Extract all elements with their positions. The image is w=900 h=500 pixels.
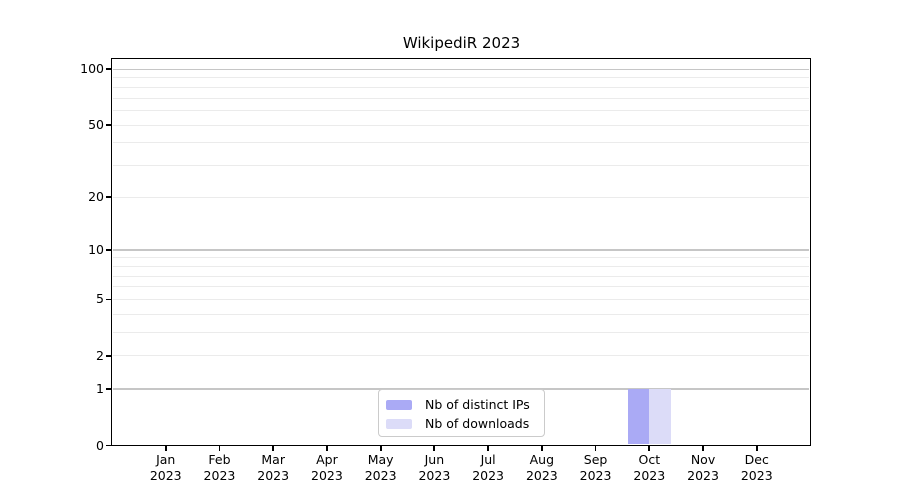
x-tick-label: Jun 2023 <box>404 452 464 483</box>
x-tick-year: 2023 <box>203 467 236 483</box>
x-tick-month: Feb <box>208 452 231 467</box>
minor-gridline <box>113 355 809 357</box>
x-tick-month: Oct <box>638 452 661 467</box>
minor-gridline <box>113 286 809 288</box>
x-tick-label: Aug 2023 <box>512 452 572 483</box>
x-tick-year: 2023 <box>311 467 343 483</box>
x-tick-month: May <box>367 452 394 467</box>
x-tick-mark <box>218 446 221 451</box>
y-tick-mark <box>106 298 111 301</box>
minor-gridline <box>113 124 809 126</box>
x-tick-label: Dec 2023 <box>727 452 787 483</box>
chart-title: WikipediR 2023 <box>402 34 521 52</box>
x-tick-month: Jul <box>480 452 496 467</box>
minor-gridline <box>113 332 809 334</box>
x-tick-label: May 2023 <box>351 452 411 483</box>
y-tick-label: 50 <box>88 117 104 133</box>
x-tick-year: 2023 <box>633 467 666 483</box>
x-tick-label: Nov 2023 <box>673 452 733 483</box>
minor-gridline <box>113 257 809 259</box>
x-tick-month: Sep <box>583 452 608 467</box>
x-tick-label: Jul 2023 <box>458 452 518 483</box>
y-tick-mark <box>106 68 111 71</box>
plot-area-border <box>111 58 811 446</box>
x-tick-mark <box>755 446 758 451</box>
x-tick-month: Dec <box>744 452 769 467</box>
bar-distinct-ips <box>627 389 650 445</box>
y-tick-mark <box>106 444 111 447</box>
x-tick-label: Mar 2023 <box>243 452 303 483</box>
x-tick-month: Aug <box>529 452 555 467</box>
x-tick-mark <box>540 446 543 451</box>
x-tick-mark <box>272 446 275 451</box>
x-tick-mark <box>433 446 436 451</box>
x-tick-year: 2023 <box>579 467 612 483</box>
x-tick-month: Jun <box>424 452 445 467</box>
x-tick-year: 2023 <box>525 467 558 483</box>
bar-downloads <box>649 389 671 445</box>
y-tick-label: 0 <box>96 437 104 453</box>
x-tick-month: Mar <box>261 452 285 467</box>
x-tick-mark <box>379 446 382 451</box>
x-tick-mark <box>487 446 489 451</box>
y-tick-label: 5 <box>96 291 104 307</box>
x-tick-year: 2023 <box>257 467 290 483</box>
y-tick-label: 2 <box>96 347 104 363</box>
x-tick-mark <box>164 446 167 451</box>
x-tick-mark <box>594 446 597 451</box>
y-tick-mark <box>106 249 111 251</box>
y-tick-mark <box>106 355 111 357</box>
minor-gridline <box>113 97 809 99</box>
minor-gridline <box>113 77 809 79</box>
x-tick-month: Jan <box>156 452 176 467</box>
x-tick-month: Apr <box>316 452 338 467</box>
legend-entry: Nb of downloads <box>379 414 544 433</box>
minor-gridline <box>113 165 809 167</box>
x-tick-month: Nov <box>690 452 716 467</box>
minor-gridline <box>113 109 809 111</box>
x-tick-year: 2023 <box>418 467 451 483</box>
y-tick-mark <box>106 196 111 199</box>
y-tick-label: 10 <box>88 242 104 258</box>
legend: Nb of distinct IPs Nb of downloads <box>378 389 545 437</box>
x-tick-year: 2023 <box>149 467 182 483</box>
legend-swatch <box>386 399 412 410</box>
x-tick-year: 2023 <box>740 467 773 483</box>
legend-entry: Nb of distinct IPs <box>379 395 544 414</box>
minor-gridline <box>113 142 809 144</box>
x-tick-label: Apr 2023 <box>297 452 357 483</box>
x-tick-label: Jan 2023 <box>136 452 196 483</box>
y-tick-mark <box>106 124 111 126</box>
minor-gridline <box>113 298 809 300</box>
minor-gridline <box>113 313 809 315</box>
x-tick-year: 2023 <box>364 467 397 483</box>
x-tick-label: Sep 2023 <box>566 452 626 483</box>
x-tick-mark <box>702 446 704 451</box>
legend-label: Nb of downloads <box>425 416 530 431</box>
legend-label: Nb of distinct IPs <box>425 397 530 412</box>
major-gridline <box>113 68 809 70</box>
y-tick-label: 100 <box>80 61 104 77</box>
y-tick-mark <box>106 388 111 390</box>
y-tick-label: 20 <box>88 189 104 205</box>
minor-gridline <box>113 86 809 88</box>
x-tick-label: Oct 2023 <box>619 452 679 483</box>
x-tick-mark <box>648 446 651 451</box>
minor-gridline <box>113 196 809 198</box>
x-tick-year: 2023 <box>687 467 719 483</box>
x-tick-label: Feb 2023 <box>189 452 249 483</box>
y-tick-label: 1 <box>96 381 104 396</box>
x-tick-mark <box>326 446 328 451</box>
x-tick-year: 2023 <box>472 467 505 483</box>
minor-gridline <box>113 265 809 267</box>
legend-swatch <box>386 418 412 429</box>
minor-gridline <box>113 275 809 277</box>
major-gridline <box>113 249 809 251</box>
